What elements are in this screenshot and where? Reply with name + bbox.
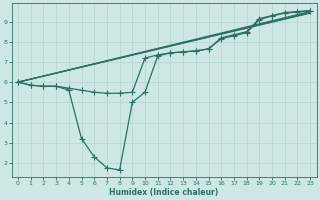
X-axis label: Humidex (Indice chaleur): Humidex (Indice chaleur) [109,188,219,197]
